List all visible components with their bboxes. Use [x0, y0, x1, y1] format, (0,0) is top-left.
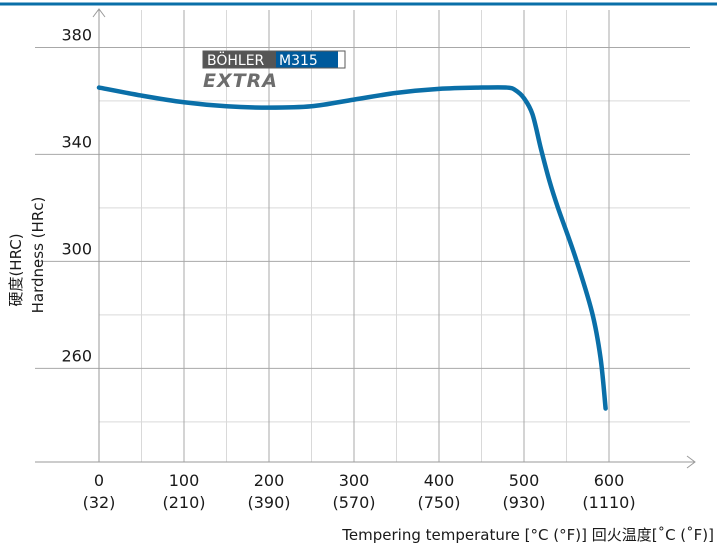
- x-tick-sublabel: (930): [502, 493, 545, 512]
- y-axis-title-chinese: 硬度(HRC): [7, 233, 25, 306]
- y-tick-label: 260: [61, 346, 92, 365]
- x-tick-label: 500: [509, 471, 540, 490]
- minor-gridlines: [99, 10, 690, 462]
- x-tick-sublabel: (750): [417, 493, 460, 512]
- x-tick-label: 400: [424, 471, 455, 490]
- x-tick-sublabel: (570): [332, 493, 375, 512]
- y-tick-label: 340: [61, 132, 92, 151]
- x-tick-sublabel: (1110): [582, 493, 635, 512]
- x-tick-labels: 0 (32) 100 (210) 200 (390) 300 (570) 400 (750) 500…: [83, 471, 636, 512]
- legend-grade: M315: [279, 53, 318, 69]
- x-axis-arrow: [686, 455, 696, 469]
- hardness-curve: [96, 85, 608, 411]
- x-tick-sublabel: (32): [83, 493, 116, 512]
- x-tick-sublabel: (390): [247, 493, 290, 512]
- major-gridlines: [35, 10, 690, 462]
- legend-brand-box: [203, 51, 276, 68]
- legend-brand: BÖHLER: [207, 51, 265, 69]
- x-tick-label: 200: [254, 471, 285, 490]
- y-tick-label: 300: [61, 239, 92, 258]
- axes: [35, 8, 696, 469]
- x-tick-label: 600: [594, 471, 625, 490]
- legend-subtitle: EXTRA: [203, 70, 278, 92]
- legend-grade-box: [276, 51, 338, 68]
- y-axis-arrow: [92, 8, 106, 18]
- legend: BÖHLER M315 EXTRA: [202, 50, 346, 92]
- x-tick-label: 0: [94, 471, 104, 490]
- y-tick-labels: 380 340 300 260: [61, 25, 92, 365]
- legend-box-outline: [202, 50, 346, 69]
- y-tick-label: 380: [61, 25, 92, 44]
- x-tick-sublabel: (210): [162, 493, 205, 512]
- x-tick-label: 300: [339, 471, 370, 490]
- y-axis-title-english: Hardness (HRc): [29, 197, 47, 314]
- x-tick-label: 100: [169, 471, 200, 490]
- x-axis-title: Tempering temperature [°C (°F)] 回火温度[˚C …: [341, 526, 714, 544]
